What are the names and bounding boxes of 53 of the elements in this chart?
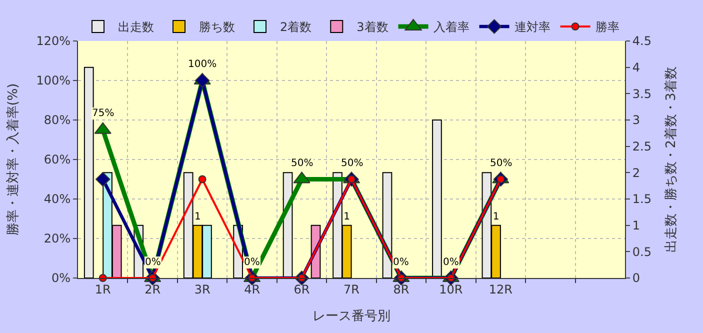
y2-tick-label: 3 xyxy=(632,113,640,128)
y-tick-label: 20% xyxy=(44,232,71,246)
y-axis-title: 勝率・連対率・入着率(%) xyxy=(5,83,22,236)
x-tick-label: 8R xyxy=(393,282,410,296)
data-label: 0% xyxy=(393,257,409,268)
data-label: 1 xyxy=(492,211,500,222)
y-tick-label: 40% xyxy=(44,192,71,206)
legend-label: 3着数 xyxy=(356,20,388,34)
data-label: 1 xyxy=(194,211,201,222)
y2-tick-label: 3.5 xyxy=(632,86,652,101)
x-tick-label: 3R xyxy=(194,282,210,296)
x-tick-label: 4R xyxy=(244,282,260,296)
y2-axis-title: 出走数・勝ち数・2着数・3着数 xyxy=(663,66,680,252)
point xyxy=(96,172,110,187)
y2-tick-label: 4.5 xyxy=(632,34,652,48)
data-label: 50% xyxy=(341,158,364,169)
y2-tick-label: 4 xyxy=(632,60,640,75)
legend-label: 入着率 xyxy=(433,20,470,34)
x-tick-label: 10R xyxy=(439,282,463,296)
data-label: 0% xyxy=(244,257,260,268)
y2-tick-label: 2.5 xyxy=(632,140,652,154)
y-tick-label: 80% xyxy=(44,113,71,128)
data-label: 50% xyxy=(291,158,314,169)
y-tick-label: 120% xyxy=(36,34,71,48)
bar xyxy=(432,120,442,278)
point xyxy=(198,175,206,184)
bar xyxy=(84,66,94,278)
y-tick-label: 0% xyxy=(52,271,71,286)
x-tick-label: 2R xyxy=(144,282,161,296)
data-label: 50% xyxy=(490,158,512,169)
x-tick-label: 12R xyxy=(488,282,512,296)
legend-label: 2着数 xyxy=(280,20,312,34)
data-label: 100% xyxy=(188,59,217,70)
point xyxy=(194,73,210,88)
x-tick-label: 7R xyxy=(344,282,360,296)
legend-label: 勝ち数 xyxy=(199,20,235,34)
x-tick-label: 6R xyxy=(294,282,310,296)
legend-label: 連対率 xyxy=(514,20,550,34)
data-label: 1 xyxy=(344,211,350,222)
y2-tick-label: 0.5 xyxy=(632,244,652,259)
y2-tick-label: 1.5 xyxy=(632,192,652,206)
x-tick-label: 1R xyxy=(94,282,111,296)
legend-label: 出走数 xyxy=(118,20,154,34)
data-label: 75% xyxy=(92,108,114,119)
data-label: 0% xyxy=(443,257,459,268)
x-axis-title: レース番号別 xyxy=(312,309,390,324)
y2-tick-label: 0 xyxy=(632,271,640,286)
legend-label: 勝率 xyxy=(595,20,620,34)
y2-tick-label: 2 xyxy=(632,166,640,180)
y-tick-label: 100% xyxy=(36,74,71,88)
y2-tick-label: 1 xyxy=(632,218,640,233)
data-label: 0% xyxy=(145,257,161,268)
y-tick-label: 60% xyxy=(44,152,71,167)
